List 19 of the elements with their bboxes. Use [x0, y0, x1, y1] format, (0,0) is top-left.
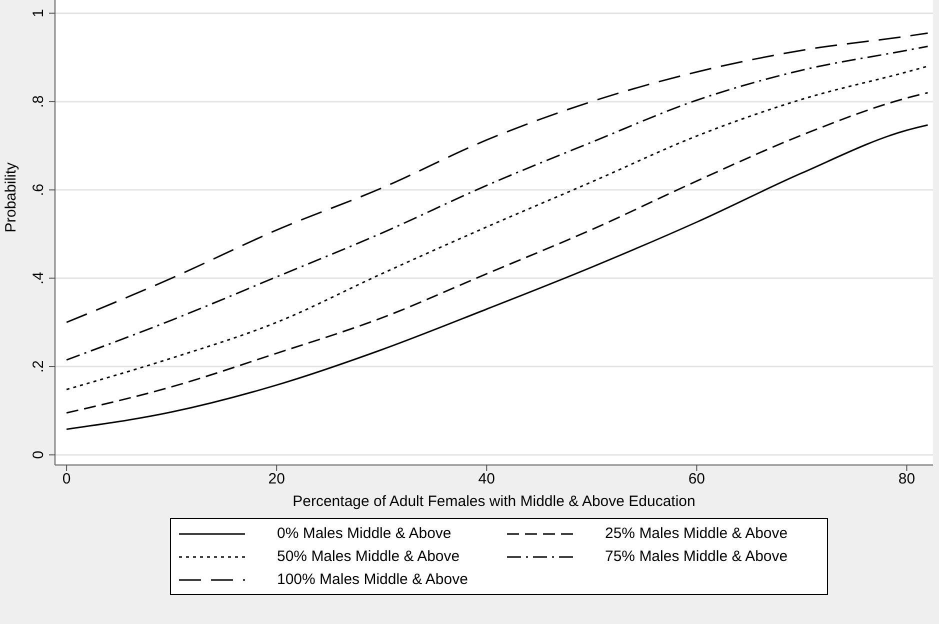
y-tick-label: .6 [30, 184, 47, 196]
x-tick-label: 60 [688, 470, 706, 488]
y-tick-label: 1 [30, 9, 47, 18]
x-axis-title: Percentage of Adult Females with Middle & Above Education [292, 493, 696, 510]
legend-label: 25% Males Middle & Above [605, 525, 788, 542]
legend-label: 50% Males Middle & Above [277, 548, 460, 565]
legend-label: 0% Males Middle & Above [277, 525, 452, 542]
y-tick-label: .4 [30, 272, 47, 284]
y-tick-label: .8 [30, 95, 47, 108]
line-series [66, 32, 928, 324]
legend-label: 100% Males Middle & Above [277, 571, 468, 588]
x-tick-label: 0 [62, 470, 71, 488]
y-axis-title: Probability [2, 162, 20, 232]
x-tick-label: 80 [898, 470, 916, 488]
y-tick-label: .2 [30, 360, 47, 373]
legend-label: 75% Males Middle & Above [605, 548, 788, 565]
y-tick-label: 0 [30, 450, 47, 460]
x-tick-label: 40 [478, 470, 495, 488]
x-tick-label: 20 [268, 470, 285, 488]
